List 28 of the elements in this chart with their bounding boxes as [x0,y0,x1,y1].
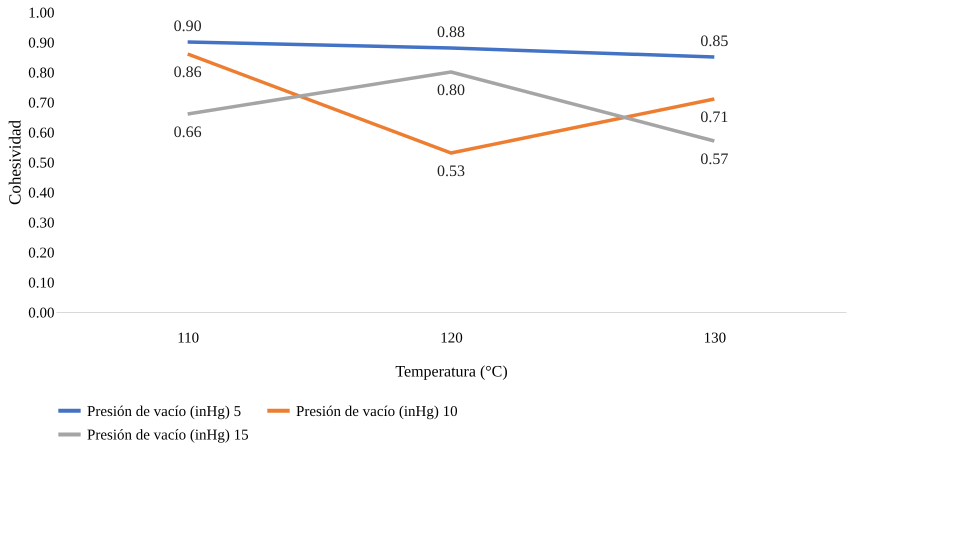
y-tick-label: 0.30 [28,216,54,232]
y-tick-label: 0.90 [28,36,54,52]
legend-label: Presión de vacío (inHg) 10 [296,404,458,420]
data-label: 0.71 [700,109,728,126]
y-tick-label: 0.80 [28,66,54,82]
x-axis-title: Temperatura (°C) [395,364,508,380]
data-label: 0.80 [437,82,465,99]
data-label: 0.88 [437,24,465,41]
x-tick-label: 120 [440,330,463,346]
data-label: 0.53 [437,163,465,180]
legend-label: Presión de vacío (inHg) 5 [87,404,242,420]
y-axis-title: Cohesividad [5,120,24,205]
y-tick-label: 0.00 [28,306,54,322]
y-tick-label: 0.50 [28,156,54,172]
y-tick-label: 0.40 [28,186,54,202]
legend-label: Presión de vacío (inHg) 15 [87,428,249,444]
y-tick-label: 0.70 [28,96,54,112]
y-tick-label: 0.60 [28,126,54,142]
y-tick-label: 0.10 [28,276,54,292]
data-label: 0.66 [174,124,202,141]
y-tick-label: 1.00 [28,6,54,22]
x-tick-label: 130 [704,330,726,346]
data-label: 0.86 [174,64,202,81]
data-label: 0.90 [174,18,202,35]
data-label: 0.57 [700,151,728,168]
y-tick-label: 0.20 [28,246,54,262]
x-tick-label: 110 [177,330,200,346]
data-label: 0.85 [700,33,728,50]
